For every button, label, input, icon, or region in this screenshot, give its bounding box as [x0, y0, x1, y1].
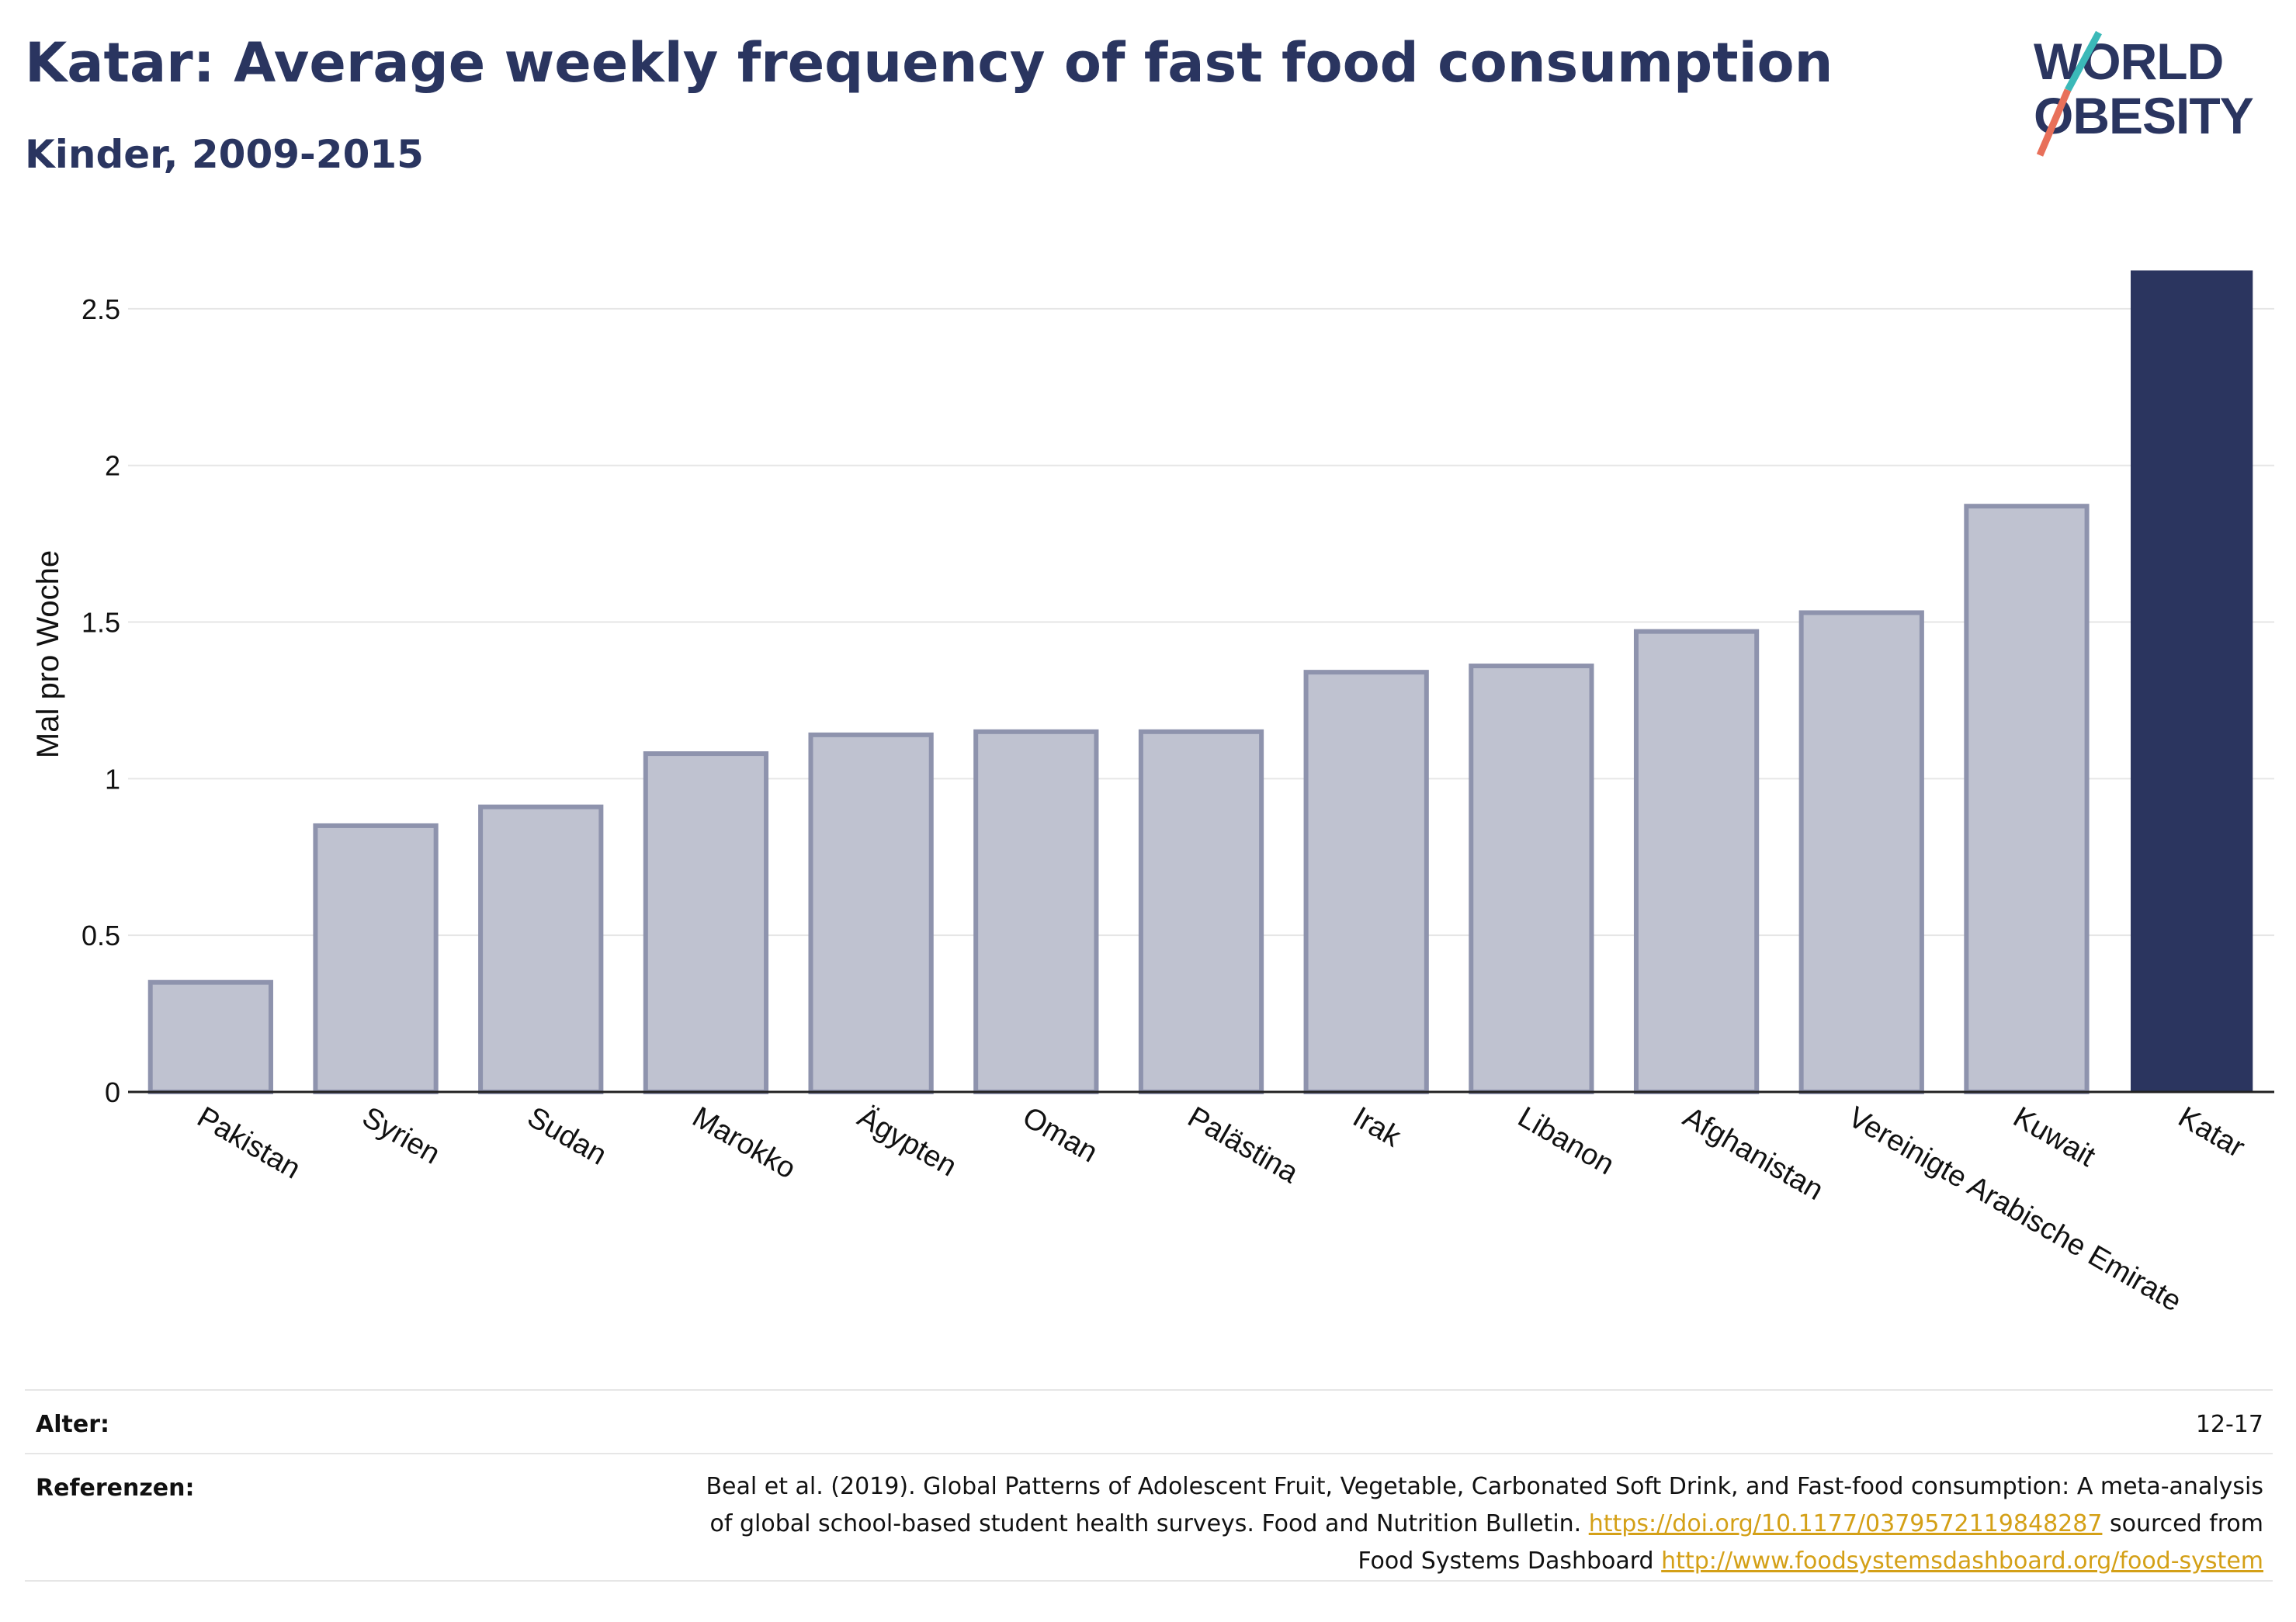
bar-afghanistan	[1633, 629, 1760, 1094]
x-tick-label: Kuwait	[2007, 1100, 2100, 1173]
x-tick-label: Marokko	[687, 1100, 801, 1185]
x-tick-label: Katar	[2173, 1100, 2250, 1164]
references-line-1: Beal et al. (2019). Global Patterns of A…	[706, 1473, 2263, 1500]
x-tick-label: Sudan	[522, 1100, 612, 1171]
y-tick-label: 0	[105, 1076, 120, 1108]
x-tick-label: Vereinigte Arabische Emirate	[1843, 1100, 2187, 1318]
x-tick-label: Ägypten	[852, 1100, 962, 1183]
bar-chart: 0 0.5 1 1.5 2 2.5 Pakistan Syrien Sudan Marokko Ä…	[31, 270, 2274, 1319]
y-tick-label: 1.5	[82, 607, 120, 639]
bar-palästina	[1138, 729, 1264, 1094]
bars	[147, 270, 2253, 1095]
references-text: Beal et al. (2019). Global Patterns of A…	[556, 1468, 2263, 1580]
x-tick-label: Irak	[1347, 1100, 1407, 1154]
world-obesity-logo: WORLD OBESITY	[2034, 30, 2254, 157]
bar-oman	[973, 729, 1099, 1094]
y-tick-label: 1	[105, 763, 120, 795]
x-tick-label: Pakistan	[192, 1100, 306, 1185]
chart-title: Katar: Average weekly frequency of fast …	[25, 31, 1833, 95]
logo-line-1: WORLD	[2034, 33, 2223, 90]
x-tick-label: Oman	[1017, 1100, 1103, 1169]
references-dashboard-name: Food Systems Dashboard	[1358, 1547, 1654, 1575]
references-sourced-from: sourced from	[2109, 1510, 2263, 1537]
bar-irak	[1303, 670, 1429, 1094]
bar-sudan	[478, 804, 604, 1094]
bar-syrien	[313, 823, 439, 1094]
doi-link[interactable]: https://doi.org/10.1177/0379572119848287	[1588, 1510, 2103, 1537]
bar-ägypten	[808, 732, 934, 1094]
y-tick-label: 2	[105, 450, 120, 482]
y-axis: 0 0.5 1 1.5 2 2.5	[82, 293, 120, 1108]
references-label: Referenzen:	[36, 1475, 195, 1502]
bar-marokko	[643, 751, 769, 1095]
bar-vereinigte-arabische-emirate	[1798, 610, 1924, 1094]
y-tick-label: 0.5	[82, 920, 120, 951]
bar-kuwait	[1964, 504, 2090, 1094]
y-axis-label: Mal pro Woche	[31, 550, 65, 758]
y-tick-label: 2.5	[82, 293, 120, 325]
x-tick-label: Libanon	[1512, 1100, 1619, 1181]
age-label: Alter:	[36, 1411, 109, 1438]
logo-line-2: OBESITY	[2034, 87, 2253, 144]
chart-subtitle: Kinder, 2009-2015	[25, 132, 424, 177]
x-tick-label: Palästina	[1182, 1100, 1304, 1190]
x-tick-label: Syrien	[357, 1100, 446, 1170]
bar-libanon	[1469, 664, 1594, 1094]
food-systems-link[interactable]: http://www.foodsystemsdashboard.org/food…	[1661, 1547, 2263, 1575]
bar-katar	[2131, 270, 2253, 1093]
age-value: 12-17	[2195, 1411, 2263, 1438]
x-tick-label: Afghanistan	[1677, 1100, 1829, 1207]
references-line-2: of global school-based student health su…	[709, 1510, 1582, 1537]
bar-pakistan	[147, 979, 273, 1095]
x-axis: Pakistan Syrien Sudan Marokko Ägypten Oman Pal…	[128, 1090, 2274, 1319]
